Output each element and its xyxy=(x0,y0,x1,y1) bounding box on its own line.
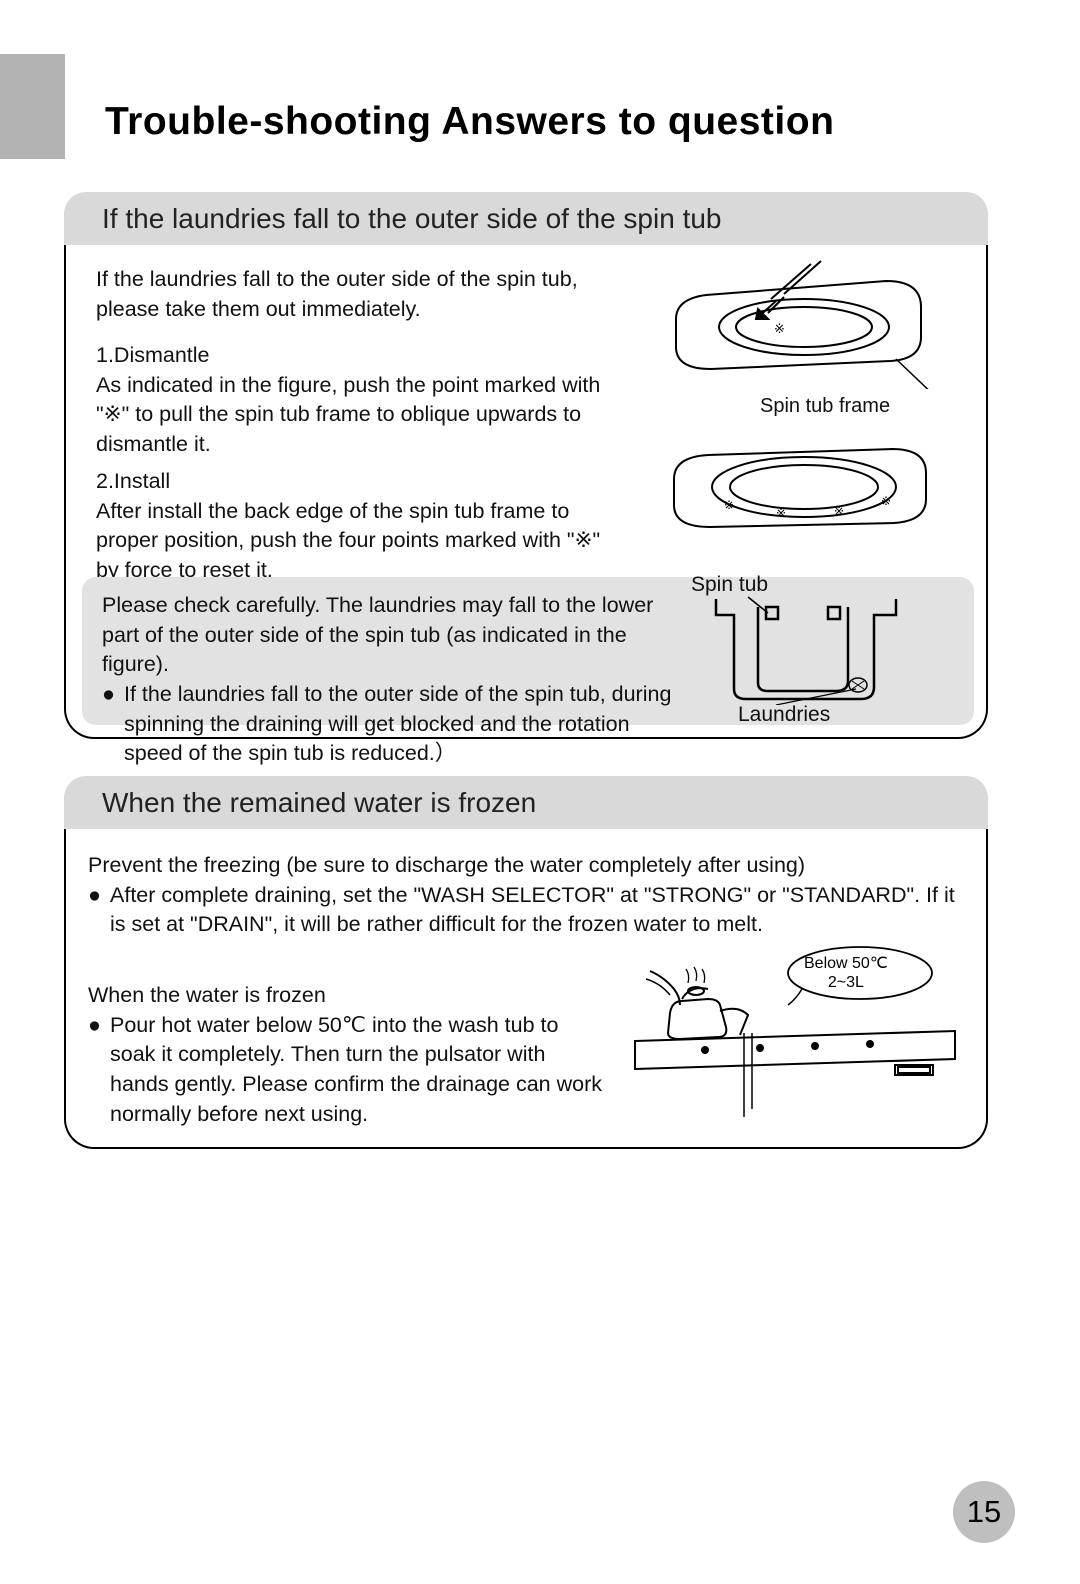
label-spin-tub-frame: Spin tub frame xyxy=(760,393,890,421)
note-bullet: If the laundries fall to the outer side … xyxy=(124,680,692,769)
bullet-icon: ● xyxy=(102,680,124,769)
page-title: Trouble-shooting Answers to question xyxy=(105,100,834,144)
step2-body: After install the back edge of the spin … xyxy=(96,497,601,586)
frozen-bullet: Pour hot water below 50℃ into the wash t… xyxy=(110,1011,608,1130)
prevent-bullet-row: ● After complete draining, set the "WASH… xyxy=(88,881,968,940)
kettle-bubble-label: Below 50℃ 2~3L xyxy=(804,954,888,992)
svg-text:※: ※ xyxy=(776,506,786,520)
prevent-title: Prevent the freezing (be sure to dischar… xyxy=(88,851,968,881)
bullet-icon: ● xyxy=(88,1011,110,1130)
kettle-label-line1: Below 50℃ xyxy=(804,954,888,973)
section1-header: If the laundries fall to the outer side … xyxy=(64,192,988,245)
bullet-icon: ● xyxy=(88,881,110,940)
step1-body: As indicated in the figure, push the poi… xyxy=(96,371,601,460)
svg-text:※: ※ xyxy=(724,498,734,512)
section-spin-tub: If the laundries fall to the outer side … xyxy=(64,192,988,739)
svg-text:※: ※ xyxy=(834,504,844,518)
decorative-gray-block xyxy=(0,54,65,159)
note-line1: Please check carefully. The laundries ma… xyxy=(102,591,692,680)
prevent-block: Prevent the freezing (be sure to dischar… xyxy=(88,851,968,940)
svg-text:※: ※ xyxy=(881,494,891,508)
page-number: 15 xyxy=(953,1481,1015,1543)
label-spin-tub: Spin tub xyxy=(691,571,768,600)
section1-note-text: Please check carefully. The laundries ma… xyxy=(102,591,692,769)
prevent-bullet: After complete draining, set the "WASH S… xyxy=(110,881,968,940)
section1-body: If the laundries fall to the outer side … xyxy=(64,245,988,739)
section-frozen-water: When the remained water is frozen Preven… xyxy=(64,776,988,1149)
frozen-block: When the water is frozen ● Pour hot wate… xyxy=(88,981,608,1129)
svg-text:※: ※ xyxy=(774,321,785,336)
section1-intro: If the laundries fall to the outer side … xyxy=(96,265,636,324)
section1-step2: 2.Install After install the back edge of… xyxy=(96,467,601,586)
step1-title: 1.Dismantle xyxy=(96,341,601,371)
section2-header: When the remained water is frozen xyxy=(64,776,988,829)
kettle-label-line2: 2~3L xyxy=(804,973,888,992)
figure-cross-section-icon xyxy=(706,585,916,710)
label-laundries: Laundries xyxy=(738,701,830,730)
section1-step1: 1.Dismantle As indicated in the figure, … xyxy=(96,341,601,460)
frozen-bullet-row: ● Pour hot water below 50℃ into the wash… xyxy=(88,1011,608,1130)
note-bullet-row: ● If the laundries fall to the outer sid… xyxy=(102,680,692,769)
step2-title: 2.Install xyxy=(96,467,601,497)
figure-kettle-icon xyxy=(620,941,970,1126)
frozen-title: When the water is frozen xyxy=(88,981,608,1011)
section2-body: Prevent the freezing (be sure to dischar… xyxy=(64,829,988,1149)
